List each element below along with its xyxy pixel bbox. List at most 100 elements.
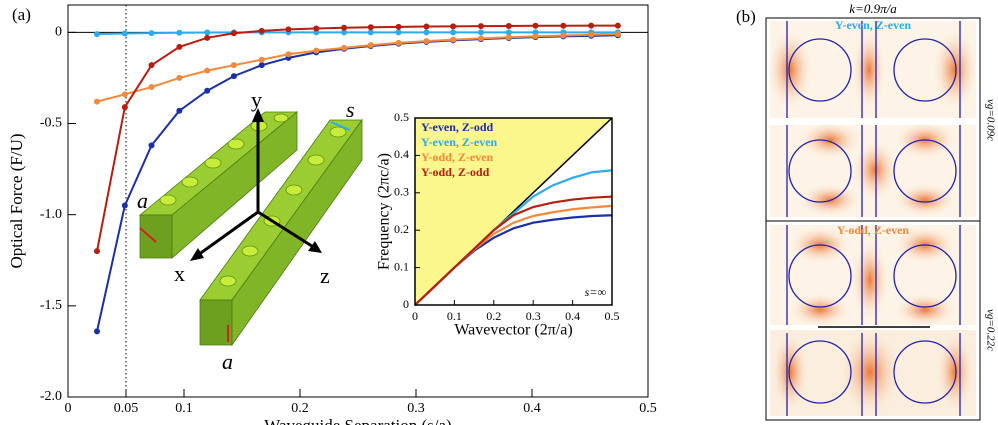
legend-entry: Y-even, Z-odd <box>421 120 494 134</box>
point <box>341 24 348 31</box>
y-tick-label: 0.2 <box>394 222 409 236</box>
series-line <box>96 33 618 103</box>
series-line <box>96 31 618 36</box>
point <box>94 98 100 105</box>
point <box>367 42 374 49</box>
point <box>176 29 183 36</box>
point <box>148 62 155 69</box>
point <box>367 24 374 31</box>
panel-title: k=0.9π/a <box>849 1 897 16</box>
field-maps <box>766 21 980 416</box>
point <box>614 31 621 38</box>
y-tick-label: 0 <box>403 297 409 311</box>
y-tick-label: -0.5 <box>40 116 62 131</box>
x-tick-label: 0.5 <box>605 309 620 323</box>
x-tick-label: 0 <box>65 401 72 416</box>
point <box>230 73 237 80</box>
x-tick-label: 0.4 <box>565 309 580 323</box>
point <box>395 29 402 36</box>
axes-frame <box>67 4 649 398</box>
point <box>258 62 265 69</box>
point <box>367 29 374 36</box>
point <box>94 248 100 255</box>
point <box>560 22 567 29</box>
axis-letter: y <box>251 87 262 112</box>
x-axis-label: Wavevector (2π/a) <box>454 322 572 339</box>
y-tick-label: 0.1 <box>394 259 409 273</box>
x-tick-label: 0.2 <box>486 309 501 323</box>
point <box>505 29 512 36</box>
series-line <box>414 195 613 306</box>
point <box>395 39 402 46</box>
legend-entry: Y-even, Z-even <box>421 135 498 149</box>
point <box>176 43 183 50</box>
point <box>148 84 155 91</box>
y-tick-label: -1.0 <box>40 207 62 222</box>
dimension-letter: s <box>346 97 355 122</box>
point <box>614 22 621 29</box>
point <box>450 29 457 36</box>
point <box>176 74 183 81</box>
point <box>204 67 211 74</box>
point <box>121 104 128 111</box>
point <box>477 23 484 30</box>
point <box>423 38 430 45</box>
point <box>94 31 100 38</box>
x-tick-label: 0.1 <box>175 401 193 416</box>
point <box>341 44 348 51</box>
point <box>148 30 155 37</box>
point <box>477 35 484 42</box>
plot: 0 0.1 0.2 0.3 0.4 0.5 0 0.1 0.2 0.3 0.4 0.5 Y-even, … <box>376 110 620 339</box>
group-velocity: vg=0.22c <box>984 309 996 351</box>
point <box>148 142 155 149</box>
dimension-letter: a <box>137 188 148 213</box>
point <box>450 36 457 43</box>
x-tick-label: 0 <box>412 309 418 323</box>
point <box>258 27 265 34</box>
y-tick-label: -1.5 <box>40 298 62 313</box>
point <box>588 22 595 29</box>
panel-label: (b) <box>736 7 756 26</box>
legend-entry: Y-odd, Z-odd <box>421 165 490 179</box>
point <box>505 22 512 29</box>
point <box>341 29 348 36</box>
x-tick-label: 0.1 <box>447 309 462 323</box>
point <box>560 32 567 39</box>
y-tick-label: 0.3 <box>394 185 409 199</box>
point <box>450 23 457 30</box>
y-tick-label: 0 <box>55 25 62 40</box>
legend-entry: Y-odd, Z-even <box>421 150 494 164</box>
point <box>94 328 100 335</box>
point <box>477 29 484 36</box>
x-tick-label: 0.5 <box>639 401 657 416</box>
y-axis-label: Frequency (2πc/a) <box>376 153 393 270</box>
point <box>176 107 183 114</box>
point <box>121 91 128 98</box>
point <box>230 62 237 69</box>
point <box>204 29 211 36</box>
x-tick-label: 0.4 <box>523 401 541 416</box>
dimension-letter: a <box>222 349 233 374</box>
waveguide-illustration <box>138 108 363 347</box>
y-axis-label: Optical Force (F/U) <box>7 133 26 268</box>
point <box>285 26 292 33</box>
point <box>423 29 430 36</box>
mode-label: Y-even, Z-even <box>835 18 912 32</box>
annotation: s=∞ <box>585 285 607 299</box>
mode-label: Y-odd, Z-even <box>837 223 910 237</box>
x-axis-label: Waveguide Separation (s/a) <box>264 416 451 425</box>
point <box>588 31 595 38</box>
axes-frame <box>414 117 613 306</box>
x-tick-label: 0.3 <box>526 309 541 323</box>
point <box>204 34 211 41</box>
point <box>313 25 320 32</box>
point <box>285 51 292 58</box>
point <box>532 22 539 29</box>
x-tick-label: 0.2 <box>291 401 309 416</box>
point <box>505 34 512 41</box>
series-line <box>96 24 618 252</box>
point <box>121 30 128 37</box>
point <box>395 23 402 30</box>
point <box>204 87 211 94</box>
